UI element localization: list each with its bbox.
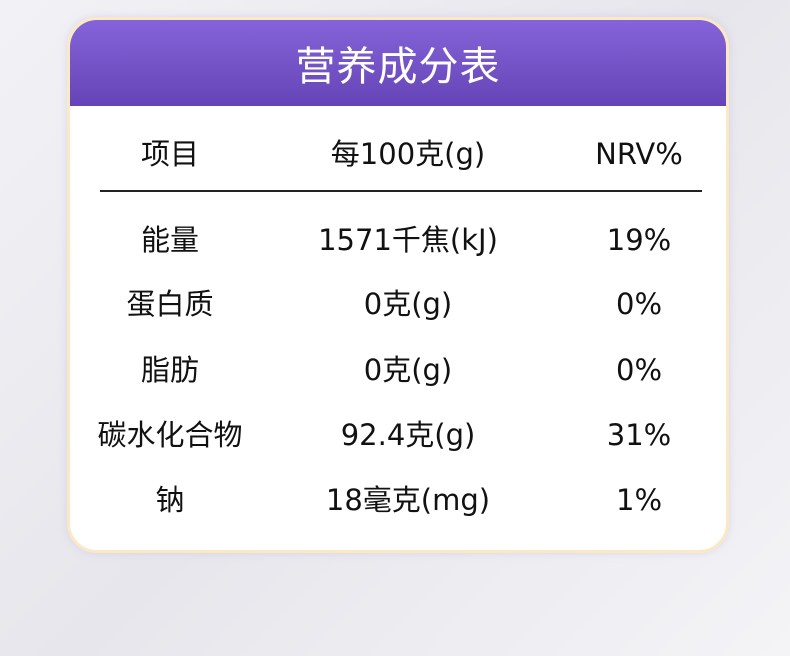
table-row: 蛋白质 0克(g) 0% [70,284,726,324]
nutrition-card: 营养成分表 项目 每100克(g) NRV% 能量 1571千焦(kJ) 19%… [67,17,729,553]
header-item: 项目 [140,137,200,171]
header-nrv: NRV% [595,137,683,171]
nutrient-nrv: 0% [615,353,663,387]
nutrient-amount: 0克(g) [363,287,453,321]
nutrient-amount: 1571千焦(kJ) [318,223,498,257]
nutrient-name: 能量 [140,223,200,257]
table-row: 能量 1571千焦(kJ) 19% [70,220,726,260]
nutrient-nrv: 19% [606,223,672,257]
nutrient-name: 碳水化合物 [97,418,243,452]
nutrient-name: 钠 [155,483,185,517]
nutrient-nrv: 0% [615,287,663,321]
nutrient-amount: 0克(g) [363,353,453,387]
header-divider [100,190,702,192]
table-row: 钠 18毫克(mg) 1% [70,480,726,520]
nutrient-amount: 18毫克(mg) [325,483,491,517]
table-title: 营养成分表 [70,20,726,106]
header-per100g: 每100克(g) [330,137,486,171]
nutrient-nrv: 31% [606,418,672,452]
nutrient-name: 脂肪 [140,353,200,387]
nutrient-amount: 92.4克(g) [340,418,476,452]
table-row: 碳水化合物 92.4克(g) 31% [70,415,726,455]
table-row: 脂肪 0克(g) 0% [70,350,726,390]
header-row: 项目 每100克(g) NRV% [70,134,726,174]
nutrient-nrv: 1% [615,483,663,517]
nutrient-name: 蛋白质 [126,287,214,321]
